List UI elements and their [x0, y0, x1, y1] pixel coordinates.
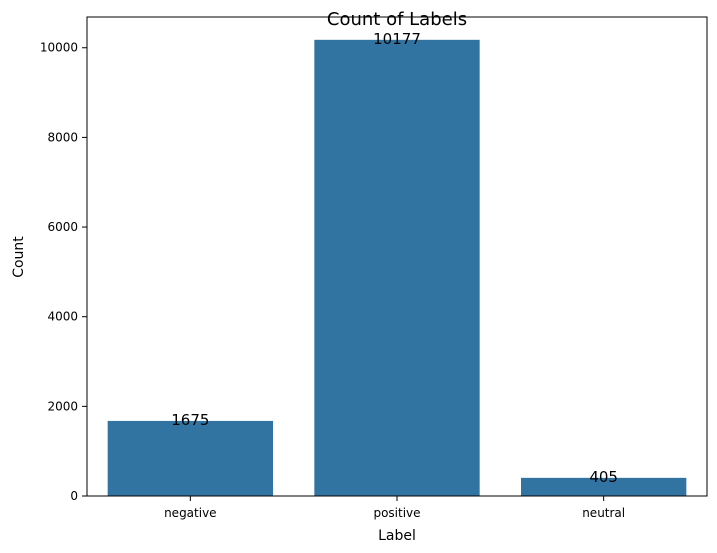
bar-positive [314, 39, 480, 497]
x-tick-label-neutral: neutral [582, 506, 625, 520]
chart-title: Count of Labels [327, 9, 467, 30]
data-label-negative: 1675 [171, 411, 209, 429]
x-tick-label-positive: positive [373, 506, 420, 520]
y-tick-label-0: 0 [70, 489, 78, 503]
x-axis-title: Label [378, 528, 416, 544]
y-tick-label-2000: 2000 [47, 399, 78, 413]
bar-neutral [521, 477, 687, 496]
bars-group [107, 39, 687, 497]
data-labels-group: 1675 10177 405 [171, 30, 618, 486]
y-tick-label-4000: 4000 [47, 310, 78, 324]
plot-frame [86, 16, 708, 497]
y-axis-ticks: 0 2000 4000 6000 8000 10000 [40, 41, 87, 503]
bar-negative [107, 420, 274, 496]
y-tick-label-6000: 6000 [47, 220, 78, 234]
data-label-neutral: 405 [589, 468, 618, 486]
y-tick-label-10000: 10000 [40, 41, 78, 55]
x-axis-ticks: negative positive neutral [164, 496, 625, 520]
data-label-positive: 10177 [373, 30, 421, 48]
y-tick-label-8000: 8000 [47, 130, 78, 144]
y-axis-title: Count [11, 236, 27, 278]
x-tick-label-negative: negative [164, 506, 216, 520]
